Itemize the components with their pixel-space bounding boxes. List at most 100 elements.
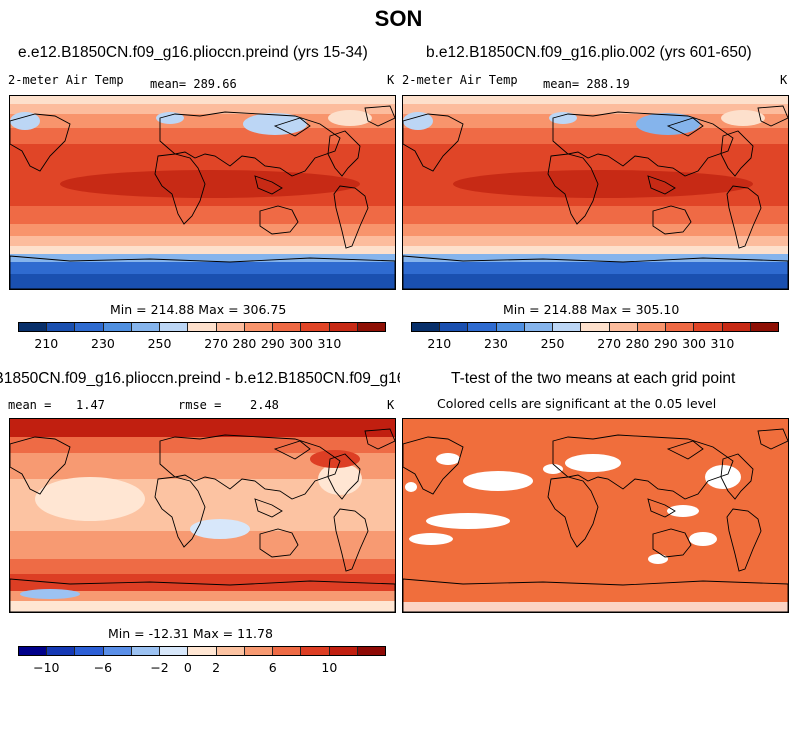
mean-value-bottom-left: 1.47: [76, 398, 105, 412]
colorbar-swatch-1: [47, 647, 76, 655]
coastline: [720, 130, 754, 177]
colorbar-tick-label: 2: [212, 660, 221, 675]
colorbar-swatch-9: [273, 647, 302, 655]
coastline: [364, 428, 395, 450]
colorbar-tick-label: −10: [33, 660, 60, 675]
colorbar-swatch-4: [524, 323, 554, 331]
colorbar-top-right: [411, 322, 779, 332]
not-significant-area: [648, 554, 668, 564]
minmax-top-right: Min = 214.88 Max = 305.10: [503, 302, 680, 317]
minmax-bottom-left: Min = -12.31 Max = 11.78: [108, 626, 273, 641]
map-bottom-right: [402, 418, 789, 613]
field-band: [403, 224, 788, 236]
variable-label-top-left: 2-meter Air Temp: [8, 73, 124, 87]
field-band: [403, 262, 788, 274]
coastline: [154, 476, 206, 548]
field-band: [10, 206, 395, 224]
colorbar-swatch-12: [357, 323, 386, 331]
field-band: [10, 601, 395, 612]
field-band: [403, 206, 788, 224]
colorbar-ticks-top-left: 210 230 250 270 280 290 300 310: [18, 334, 386, 351]
rmse-label-bottom-left: rmse =: [178, 398, 222, 412]
coastline: [547, 476, 599, 548]
panel-title-bottom-left: e.e12.B1850CN.f09_g16.plioccn.preind - b…: [0, 370, 400, 387]
field-band: [403, 254, 788, 262]
not-significant-area: [403, 602, 788, 612]
colorbar-swatch-3: [103, 323, 132, 331]
colorbar-ticks-top-right: 210 230 250 270 280 290 300 310: [411, 334, 779, 351]
figure-title: SON: [374, 6, 423, 31]
field-band: [10, 104, 395, 114]
field-band: [10, 574, 395, 591]
colorbar-swatch-0: [412, 323, 441, 331]
coastline: [726, 508, 762, 572]
map-top-left: [9, 95, 396, 290]
coastline: [273, 440, 311, 460]
field-patch: [310, 450, 360, 468]
field-band: [403, 246, 788, 254]
coastline: [647, 498, 676, 518]
coastline: [364, 105, 395, 127]
colorbar-swatch-1: [440, 323, 469, 331]
colorbar-tick-label: 230: [483, 336, 508, 351]
colorbar-swatch-7: [216, 647, 245, 655]
colorbar-swatch-5: [553, 323, 582, 331]
colorbar-tick-label: 300: [289, 336, 313, 351]
coastline: [666, 440, 704, 460]
not-significant-area: [409, 533, 453, 545]
colorbar-tick-label: 300: [682, 336, 706, 351]
coastline: [327, 130, 361, 177]
coastline: [327, 453, 361, 500]
coastline: [403, 436, 464, 495]
units-label-top-left: K: [387, 73, 395, 87]
colorbar-tick-label: 310: [710, 336, 735, 351]
field-band: [10, 236, 395, 246]
not-significant-area: [689, 532, 717, 546]
coastline: [259, 528, 299, 558]
panel-subtitle-bottom-right: Colored cells are significant at the 0.0…: [437, 396, 717, 411]
field-patch: [20, 589, 80, 599]
colorbar-tick-label: 0: [183, 660, 192, 675]
field-band: [403, 128, 788, 144]
colorbar-tick-label: −6: [93, 660, 113, 675]
coastline: [154, 153, 206, 225]
cold-patch: [10, 112, 40, 130]
cold-patch: [403, 112, 433, 130]
colorbar-swatch-7: [216, 323, 245, 331]
rmse-value-bottom-left: 2.48: [250, 398, 279, 412]
coastline: [159, 111, 341, 177]
colorbar-swatch-12: [357, 647, 386, 655]
colorbar-tick-label: 6: [268, 660, 277, 675]
field-band: [10, 274, 395, 289]
colorbar-swatch-4: [131, 323, 161, 331]
colorbar-swatch-7: [609, 323, 638, 331]
colorbar-tick-label: 290: [260, 336, 285, 351]
minmax-top-left: Min = 214.88 Max = 306.75: [110, 302, 287, 317]
colorbar-ticks-bottom-left: −10 −6 −2 0 2 6 10: [18, 658, 386, 675]
field-band: [10, 96, 395, 104]
coastline: [254, 498, 283, 518]
colorbar-swatch-6: [188, 647, 217, 655]
field-band: [10, 419, 395, 437]
colorbar-swatch-5: [160, 323, 189, 331]
field-band: [403, 274, 788, 289]
colorbar-swatch-12: [750, 323, 779, 331]
colorbar-bottom-left: [18, 646, 386, 656]
coastline: [652, 528, 692, 558]
not-significant-area: [426, 513, 510, 529]
cold-patch: [243, 113, 307, 135]
coastline: [333, 508, 369, 572]
field-band: [10, 254, 395, 262]
colorbar-tick-label: 290: [653, 336, 678, 351]
coastline: [10, 255, 395, 289]
not-significant-area: [463, 471, 533, 491]
colorbar-swatch-8: [244, 647, 274, 655]
colorbar-swatch-1: [47, 323, 76, 331]
colorbar-top-left: [18, 322, 386, 332]
coastline: [666, 117, 704, 137]
field-band: [10, 591, 395, 601]
colorbar-swatch-9: [273, 323, 302, 331]
coastline: [10, 436, 71, 495]
field-band: [10, 224, 395, 236]
units-label-bottom-left: K: [387, 398, 395, 412]
